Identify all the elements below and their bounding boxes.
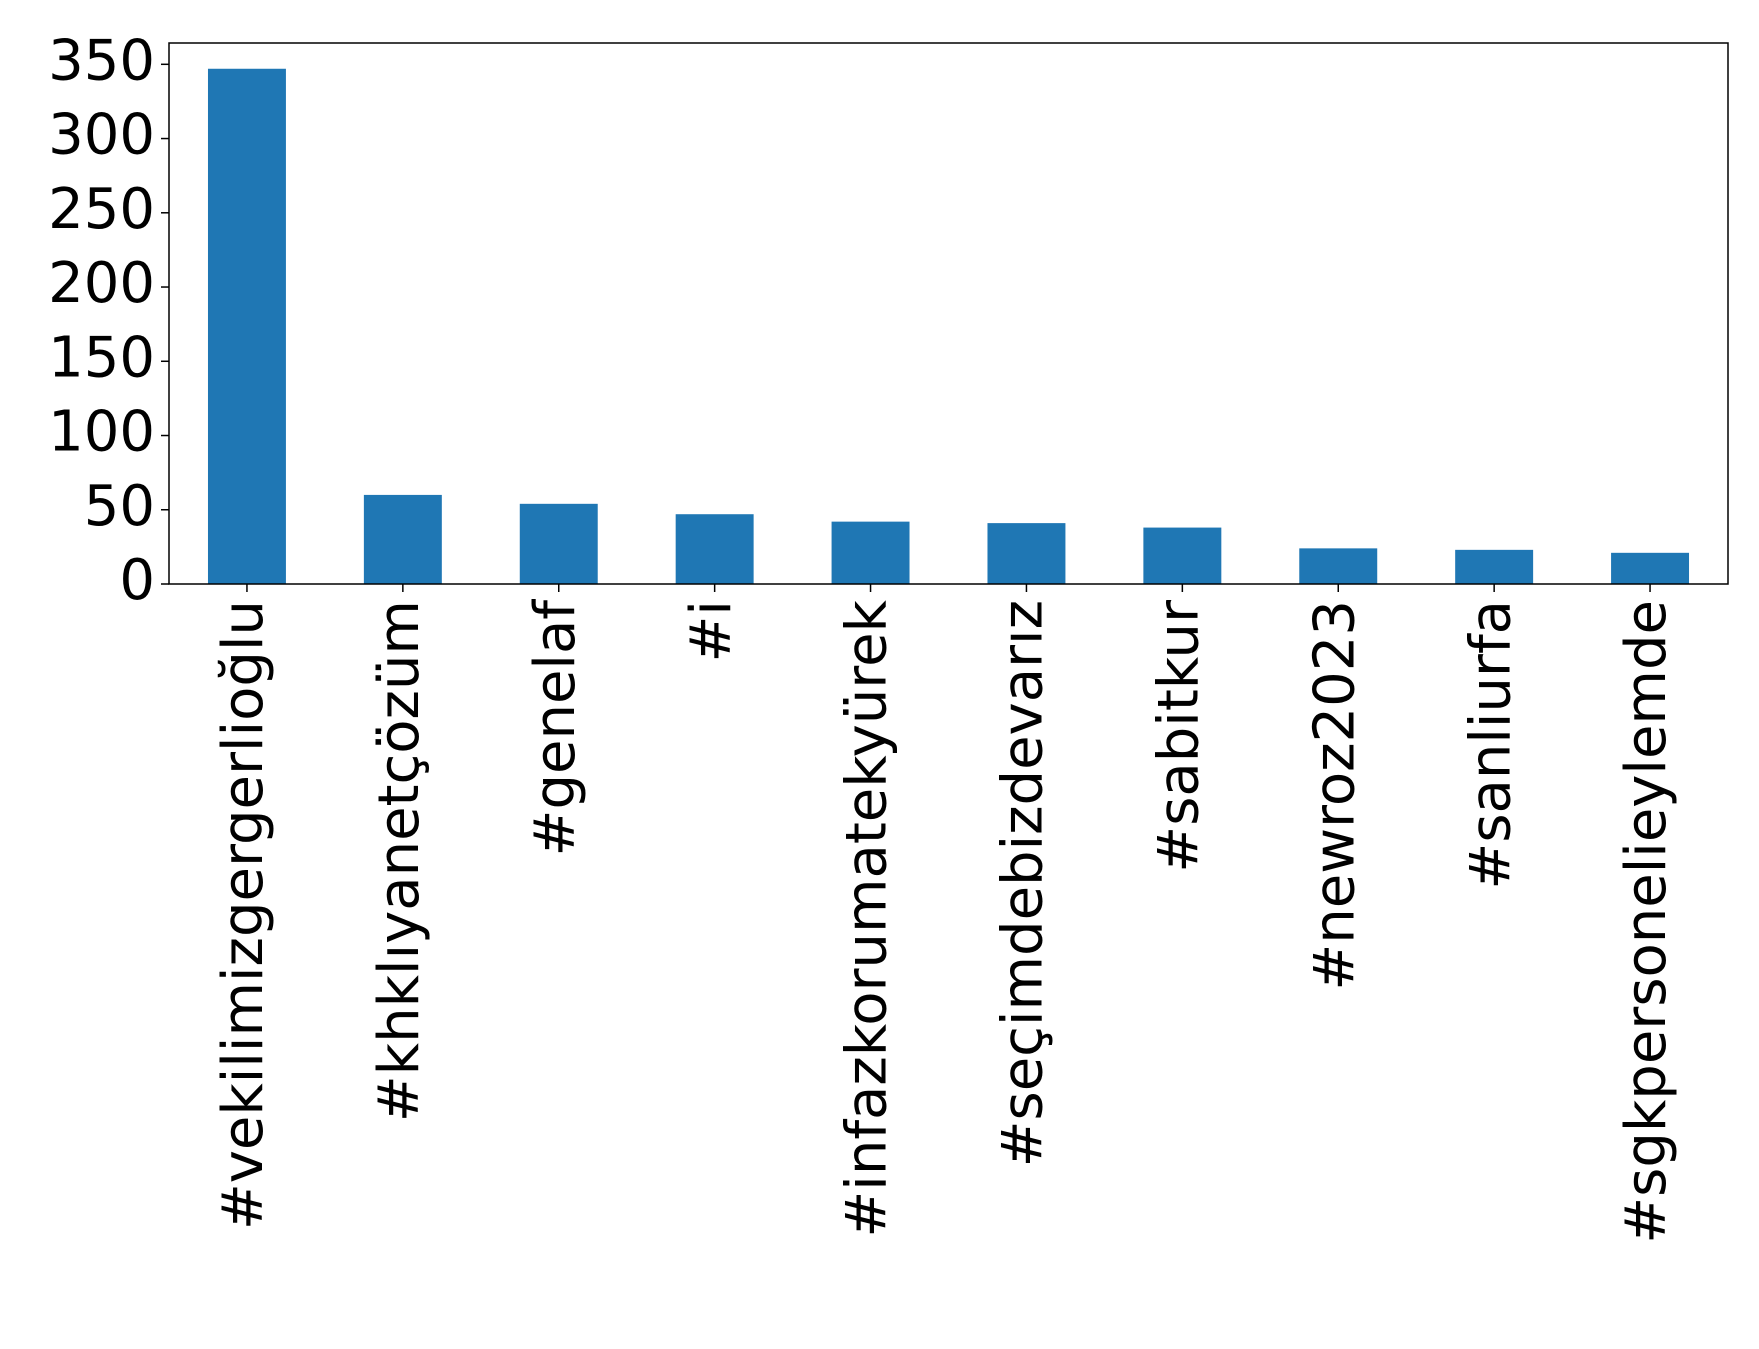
y-tick-label: 300: [48, 103, 155, 168]
y-tick-label: 150: [48, 325, 155, 390]
y-tick-label: 100: [48, 400, 155, 465]
x-tick-label: #sgkpersonelieylemde: [1614, 600, 1679, 1244]
x-tick-label: #sabitkur: [1146, 599, 1211, 873]
bar: [1455, 549, 1534, 584]
bar: [1299, 548, 1378, 584]
y-tick-label: 0: [119, 548, 155, 613]
x-tick-label: #seçimdebizdevarız: [991, 600, 1056, 1167]
bar: [1611, 552, 1690, 584]
x-tick-label: #infazkorumatekyürek: [835, 599, 900, 1237]
x-tick-label: #i: [679, 600, 744, 662]
x-tick-label: #newroz2023: [1302, 600, 1367, 991]
x-tick-label: #genelaf: [523, 599, 588, 857]
bar: [519, 503, 598, 584]
bar: [1143, 527, 1222, 584]
bar: [675, 514, 754, 584]
x-tick-label: #sanliurfa: [1458, 600, 1523, 890]
bar: [831, 521, 910, 584]
bar: [987, 523, 1066, 584]
plot-frame: [168, 42, 1729, 585]
bar: [363, 494, 442, 584]
y-tick-label: 250: [48, 177, 155, 242]
y-tick-label: 200: [48, 251, 155, 316]
x-tick-label: #vekilimizgergerlioğlu: [211, 600, 276, 1230]
y-tick-label: 50: [84, 474, 155, 539]
y-tick-label: 350: [48, 28, 155, 93]
x-tick-label: #khklıyanetçözüm: [367, 600, 432, 1122]
bar: [207, 68, 286, 584]
